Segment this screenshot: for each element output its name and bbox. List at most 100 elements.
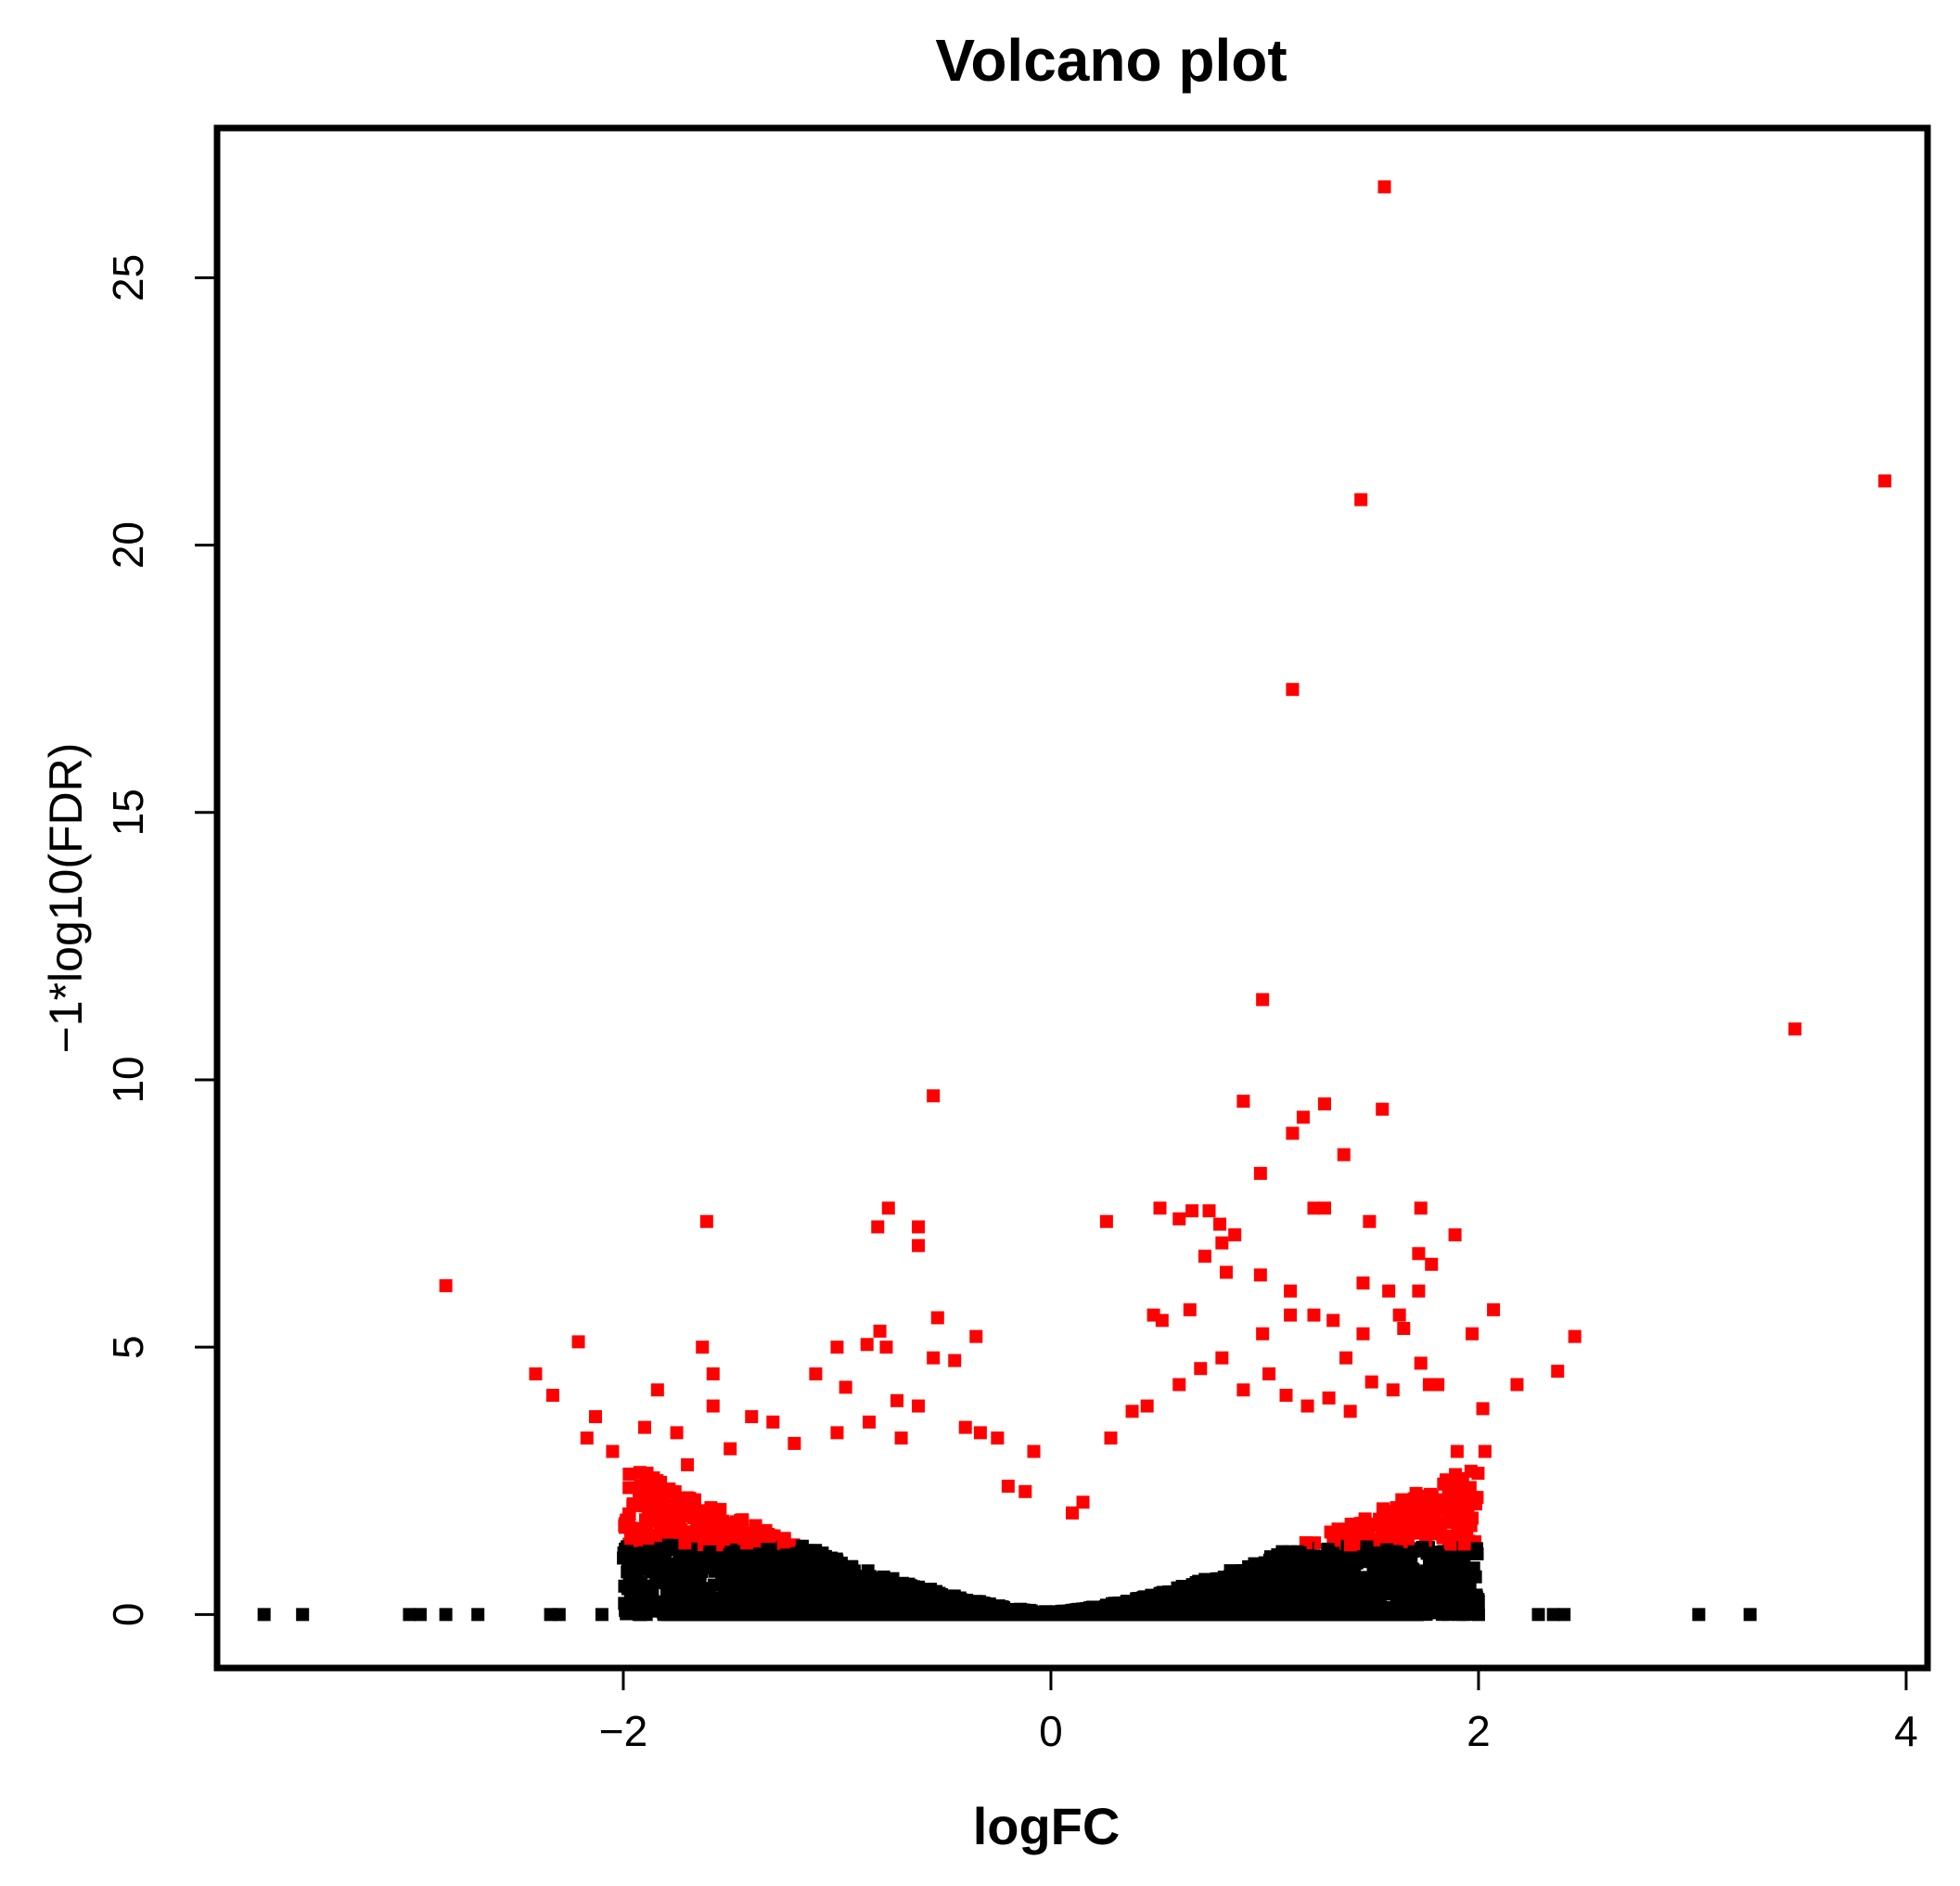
data-point	[1376, 1102, 1390, 1116]
data-point	[1393, 1594, 1407, 1608]
data-point	[1317, 1201, 1331, 1215]
data-point	[1403, 1583, 1417, 1597]
y-tick-label: 10	[104, 1056, 152, 1103]
data-point	[1443, 1514, 1457, 1528]
data-point	[637, 1482, 651, 1495]
data-point	[1414, 1356, 1428, 1370]
data-point	[1125, 1405, 1139, 1418]
y-axis: 0 5 10 15 20 25	[104, 254, 219, 1626]
data-point	[1250, 1569, 1264, 1583]
data-point	[1452, 1526, 1466, 1540]
data-point	[1307, 1572, 1321, 1585]
data-point	[1457, 1537, 1471, 1551]
data-point	[1071, 1608, 1085, 1622]
x-tick-label: 0	[1039, 1707, 1063, 1755]
data-point	[1006, 1608, 1019, 1622]
data-point	[1286, 683, 1300, 697]
data-point	[969, 1329, 983, 1343]
data-point	[626, 1498, 640, 1512]
data-point	[1284, 1284, 1298, 1298]
data-point	[1356, 1277, 1370, 1289]
data-point	[1788, 1022, 1802, 1036]
data-point	[439, 1278, 453, 1292]
data-point	[1066, 1506, 1079, 1520]
data-point	[1203, 1574, 1217, 1588]
data-point	[1692, 1608, 1706, 1622]
data-point	[1386, 1383, 1400, 1397]
data-point	[912, 1220, 926, 1234]
data-point	[1307, 1308, 1321, 1322]
data-point	[853, 1570, 867, 1584]
data-point	[571, 1335, 585, 1349]
data-point	[1459, 1579, 1473, 1593]
data-point	[1256, 1327, 1270, 1341]
data-point	[929, 1608, 943, 1622]
data-point	[1153, 1201, 1167, 1215]
data-point	[1428, 1519, 1441, 1533]
data-point	[627, 1585, 641, 1599]
data-point	[825, 1551, 839, 1565]
data-point	[795, 1539, 809, 1553]
data-point	[257, 1608, 271, 1622]
data-point	[1172, 1584, 1186, 1597]
data-point	[761, 1608, 775, 1622]
data-point	[1256, 993, 1270, 1007]
data-point	[1453, 1471, 1467, 1485]
data-point	[1236, 1095, 1250, 1109]
data-point	[1047, 1608, 1061, 1622]
data-point	[720, 1571, 734, 1584]
data-point	[918, 1608, 932, 1622]
data-point	[1020, 1608, 1034, 1622]
data-point	[724, 1442, 737, 1456]
data-point	[1443, 1537, 1457, 1551]
data-point	[1089, 1608, 1103, 1622]
data-point	[1337, 1148, 1351, 1161]
data-point	[681, 1457, 695, 1471]
data-point	[1478, 1444, 1492, 1458]
data-point	[1253, 1268, 1267, 1282]
data-point	[1253, 1166, 1267, 1180]
data-point	[1402, 1498, 1416, 1512]
data-point	[1076, 1495, 1090, 1509]
data-point	[1180, 1608, 1194, 1622]
data-point	[890, 1393, 903, 1407]
data-point	[296, 1608, 310, 1622]
data-point	[717, 1533, 731, 1546]
data-point	[680, 1502, 694, 1516]
data-point	[701, 1519, 715, 1533]
data-point	[1356, 1327, 1370, 1341]
data-point	[652, 1509, 666, 1523]
data-point	[873, 1580, 887, 1594]
data-point	[1339, 1592, 1353, 1606]
data-point	[704, 1561, 718, 1575]
data-point	[1307, 1590, 1321, 1604]
data-point	[1275, 1558, 1289, 1572]
data-point	[1172, 1212, 1186, 1225]
data-point	[745, 1410, 759, 1424]
data-point	[1300, 1399, 1314, 1413]
data-point	[924, 1583, 938, 1597]
points-layer	[257, 180, 1891, 1622]
data-point	[1296, 1584, 1310, 1597]
data-point	[622, 1481, 636, 1495]
data-point	[1262, 1366, 1276, 1380]
data-point	[693, 1593, 707, 1607]
data-point	[640, 1520, 654, 1534]
data-point	[854, 1608, 868, 1622]
data-point	[633, 1466, 647, 1480]
data-point	[690, 1517, 704, 1531]
data-point	[927, 1089, 941, 1103]
data-point	[1446, 1484, 1460, 1498]
data-point	[1001, 1480, 1015, 1494]
data-point	[1215, 1351, 1229, 1365]
data-point	[1431, 1548, 1445, 1562]
data-point	[471, 1608, 485, 1622]
data-point	[1298, 1608, 1312, 1622]
data-point	[1510, 1378, 1524, 1392]
data-point	[1471, 1608, 1485, 1622]
data-point	[1457, 1554, 1471, 1568]
data-point	[660, 1574, 674, 1588]
data-point	[706, 1399, 720, 1413]
data-point	[822, 1608, 836, 1622]
plot-frame	[213, 124, 1931, 1672]
